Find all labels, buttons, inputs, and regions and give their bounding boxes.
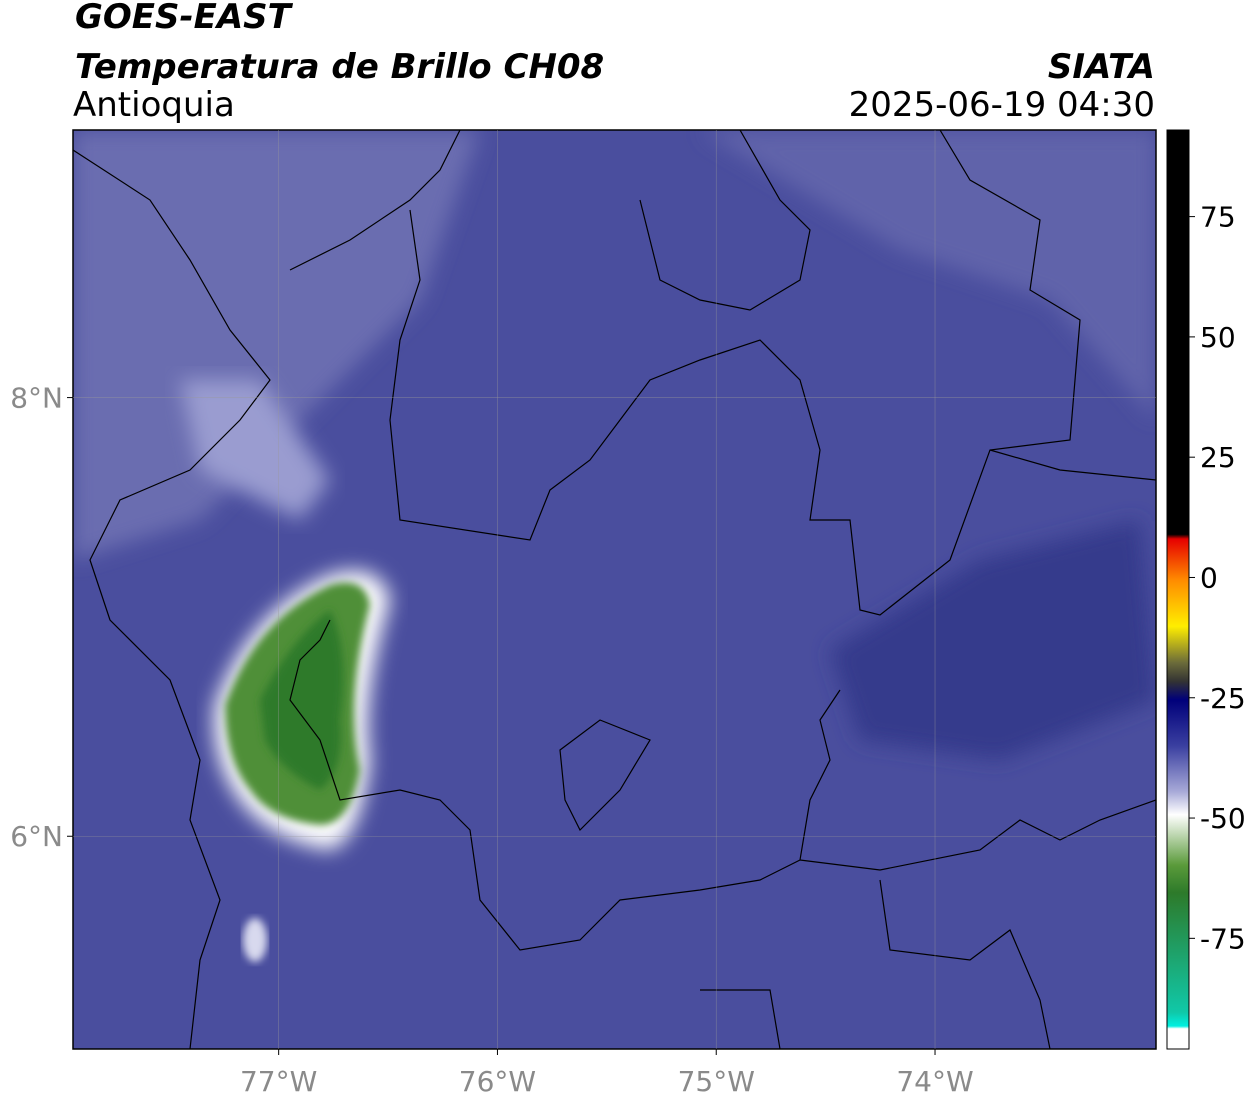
title: GOES-EAST (75, 0, 294, 37)
colorbar-tick-label: -75 (1200, 922, 1246, 955)
colorbar-tick-label: 25 (1200, 441, 1236, 474)
borders (73, 130, 1156, 1049)
cloud-field (180, 380, 330, 520)
lon-tick-label: 75°W (678, 1065, 755, 1098)
storm-core (260, 610, 344, 790)
lon-tick-label: 76°W (459, 1065, 536, 1098)
lat-tick-label: 8°N (10, 382, 63, 415)
region: Antioquia (73, 85, 235, 125)
colorbar-tick-label: 0 (1200, 561, 1218, 594)
colorbar-tick-label: 75 (1200, 201, 1236, 234)
colorbar (1166, 129, 1190, 1050)
map-image (73, 130, 1156, 1049)
lon-tick-label: 74°W (896, 1065, 973, 1098)
source: SIATA (1048, 47, 1155, 87)
colorbar-tick-label: -25 (1200, 682, 1246, 715)
lat-tick-label: 6°N (10, 820, 63, 853)
cloud-field (243, 918, 267, 962)
subtitle: Temperatura de Brillo CH08 (75, 47, 604, 87)
map-frame (72, 129, 1157, 1050)
colorbar-tick-label: -50 (1200, 802, 1246, 835)
lon-tick-label: 77°W (240, 1065, 317, 1098)
cold-area (830, 520, 1156, 760)
datetime: 2025-06-19 04:30 (849, 85, 1155, 125)
cloud-field (700, 130, 1156, 420)
colorbar-tick-label: 50 (1200, 321, 1236, 354)
